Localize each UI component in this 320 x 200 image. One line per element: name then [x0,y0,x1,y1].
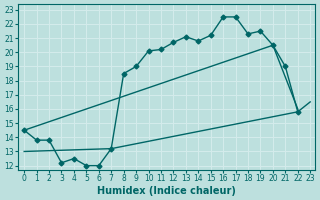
X-axis label: Humidex (Indice chaleur): Humidex (Indice chaleur) [97,186,236,196]
